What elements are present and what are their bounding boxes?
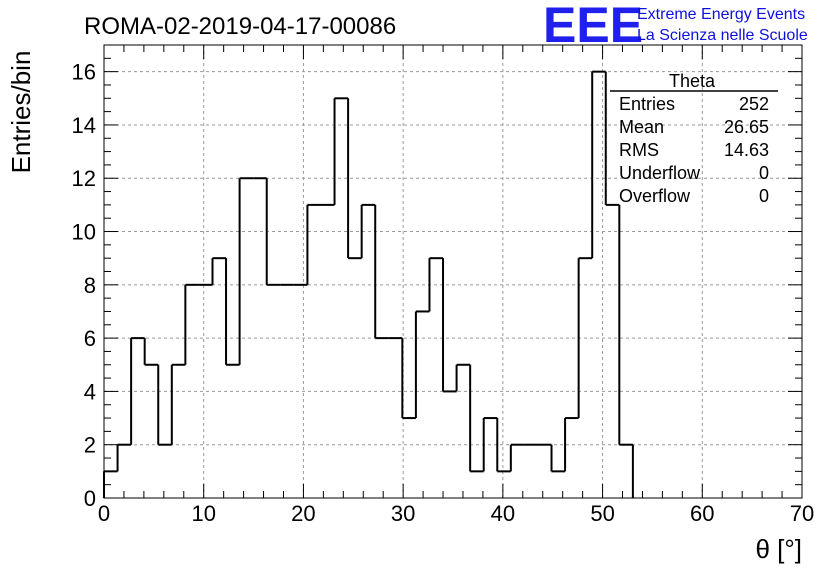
x-tick-label-3: 30 [391,501,415,526]
y-tick-label-7: 14 [72,113,96,138]
stats-value-rms: 14.63 [724,140,769,160]
x-tick-label-2: 20 [291,501,315,526]
stats-label-entries: Entries [619,94,675,114]
y-tick-label-0: 0 [84,486,96,511]
histogram-series [103,70,634,498]
stats-value-overflow: 0 [759,186,769,206]
stats-label-underflow: Underflow [619,163,701,183]
x-tick-labels: 0 10 20 30 40 50 60 70 [98,501,814,526]
stats-value-entries: 252 [739,94,769,114]
y-tick-labels: 0 2 4 6 8 10 12 14 16 [72,60,96,511]
y-tick-label-6: 12 [72,166,96,191]
y-tick-label-3: 6 [84,326,96,351]
y-tick-label-4: 8 [84,273,96,298]
x-tick-label-0: 0 [98,501,110,526]
logo-line-1: Extreme Energy Events [637,6,805,23]
x-tick-label-7: 70 [790,501,814,526]
grid [104,45,802,498]
y-tick-label-8: 16 [72,60,96,85]
y-axis-title: Entries/bin [6,51,36,174]
eee-logo: EEE Extreme Energy Events La Scienza nel… [543,0,808,53]
chart-title: ROMA-02-2019-04-17-00086 [84,13,396,40]
logo-mark: EEE [543,0,643,53]
logo-line-2: La Scienza nelle Scuole [637,27,808,44]
stats-value-underflow: 0 [759,163,769,183]
stats-label-mean: Mean [619,117,664,137]
stats-title: Theta [669,71,716,91]
axis-ticks [103,44,803,499]
y-tick-label-2: 4 [84,379,96,404]
stats-label-rms: RMS [619,140,659,160]
stats-rows: Entries 252 Mean 26.65 RMS 14.63 Underflow 0 Ove… [619,94,769,206]
x-axis-title: θ [°] [755,534,802,564]
stats-box: Theta Entries 252 Mean 26.65 RMS 14.63 Underfl… [610,71,778,206]
x-tick-label-4: 40 [491,501,515,526]
plot-frame [103,44,803,499]
y-tick-label-5: 10 [72,220,96,245]
x-tick-label-5: 50 [590,501,614,526]
stats-value-mean: 26.65 [724,117,769,137]
stats-label-overflow: Overflow [619,186,691,206]
x-tick-label-6: 60 [690,501,714,526]
y-tick-label-1: 2 [84,433,96,458]
x-tick-label-1: 10 [191,501,215,526]
